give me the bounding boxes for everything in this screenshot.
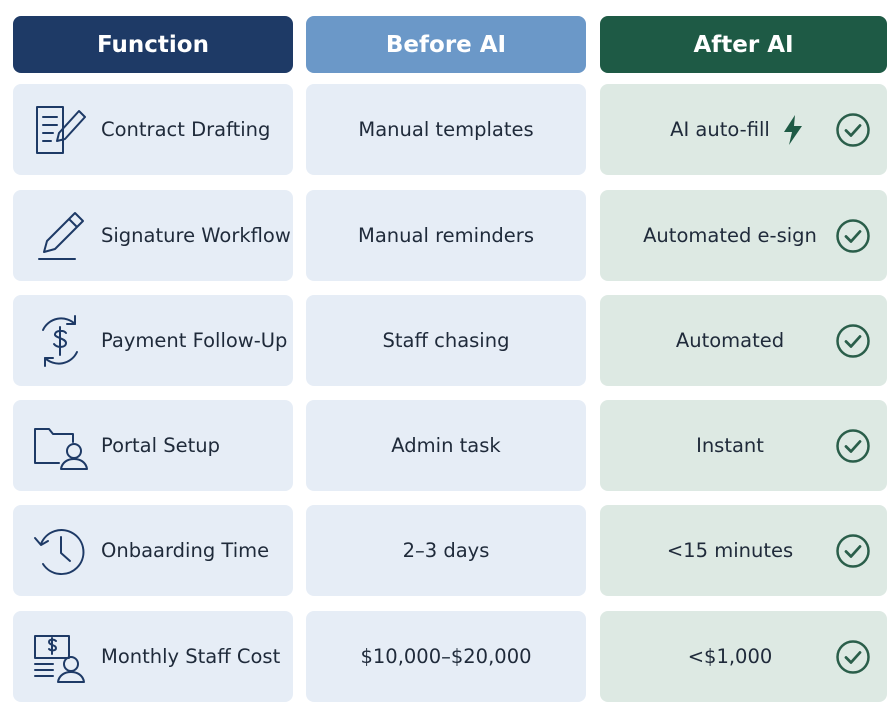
function-cell: Portal Setup [13,400,293,491]
after-label: Automated e-sign [643,224,817,247]
after-cell: Automated e-sign [600,190,887,281]
header-function: Function [13,16,293,73]
function-icon [31,101,89,159]
check-icon [836,218,870,253]
function-label: Onbaarding Time [101,539,270,562]
after-label: <15 minutes [666,539,794,562]
before-cell: Admin task [306,400,586,491]
function-label: Signature Workflow [101,224,291,247]
check-icon [836,639,870,674]
before-cell: 2–3 days [306,505,586,596]
bolt-icon [784,114,802,145]
after-label: <$1,000 [687,645,773,668]
function-label: Contract Drafting [101,118,271,141]
before-cell: Manual templates [306,84,586,175]
function-icon [31,417,89,475]
before-label: Manual templates [358,118,534,141]
after-cell: <15 minutes [600,505,887,596]
header-before: Before AI [306,16,586,73]
header-after: After AI [600,16,887,73]
function-cell: Onbaarding Time [13,505,293,596]
function-icon [31,628,89,686]
before-label: Staff chasing [382,329,510,352]
after-cell: AI auto-fill [600,84,887,175]
after-cell: Instant [600,400,887,491]
after-label: Instant [696,434,764,457]
before-label: Manual reminders [358,224,534,247]
after-label: AI auto-fill [670,118,770,141]
function-label: Payment Follow-Up [101,329,288,352]
check-icon [836,428,870,463]
function-cell: Monthly Staff Cost [13,611,293,702]
check-icon [836,323,870,358]
after-cell: Automated [600,295,887,386]
after-label: Automated [675,329,785,352]
function-icon [31,207,89,265]
check-icon [836,533,870,568]
function-cell: Payment Follow-Up [13,295,293,386]
function-cell: Signature Workflow [13,190,293,281]
before-cell: $10,000–$20,000 [306,611,586,702]
function-cell: Contract Drafting [13,84,293,175]
function-icon [31,522,89,580]
before-label: Admin task [391,434,501,457]
function-icon [31,312,89,370]
before-cell: Manual reminders [306,190,586,281]
before-label: $10,000–$20,000 [360,645,532,668]
before-cell: Staff chasing [306,295,586,386]
function-label: Monthly Staff Cost [101,645,281,668]
function-label: Portal Setup [101,434,220,457]
before-label: 2–3 days [402,539,490,562]
check-icon [836,112,870,147]
after-cell: <$1,000 [600,611,887,702]
